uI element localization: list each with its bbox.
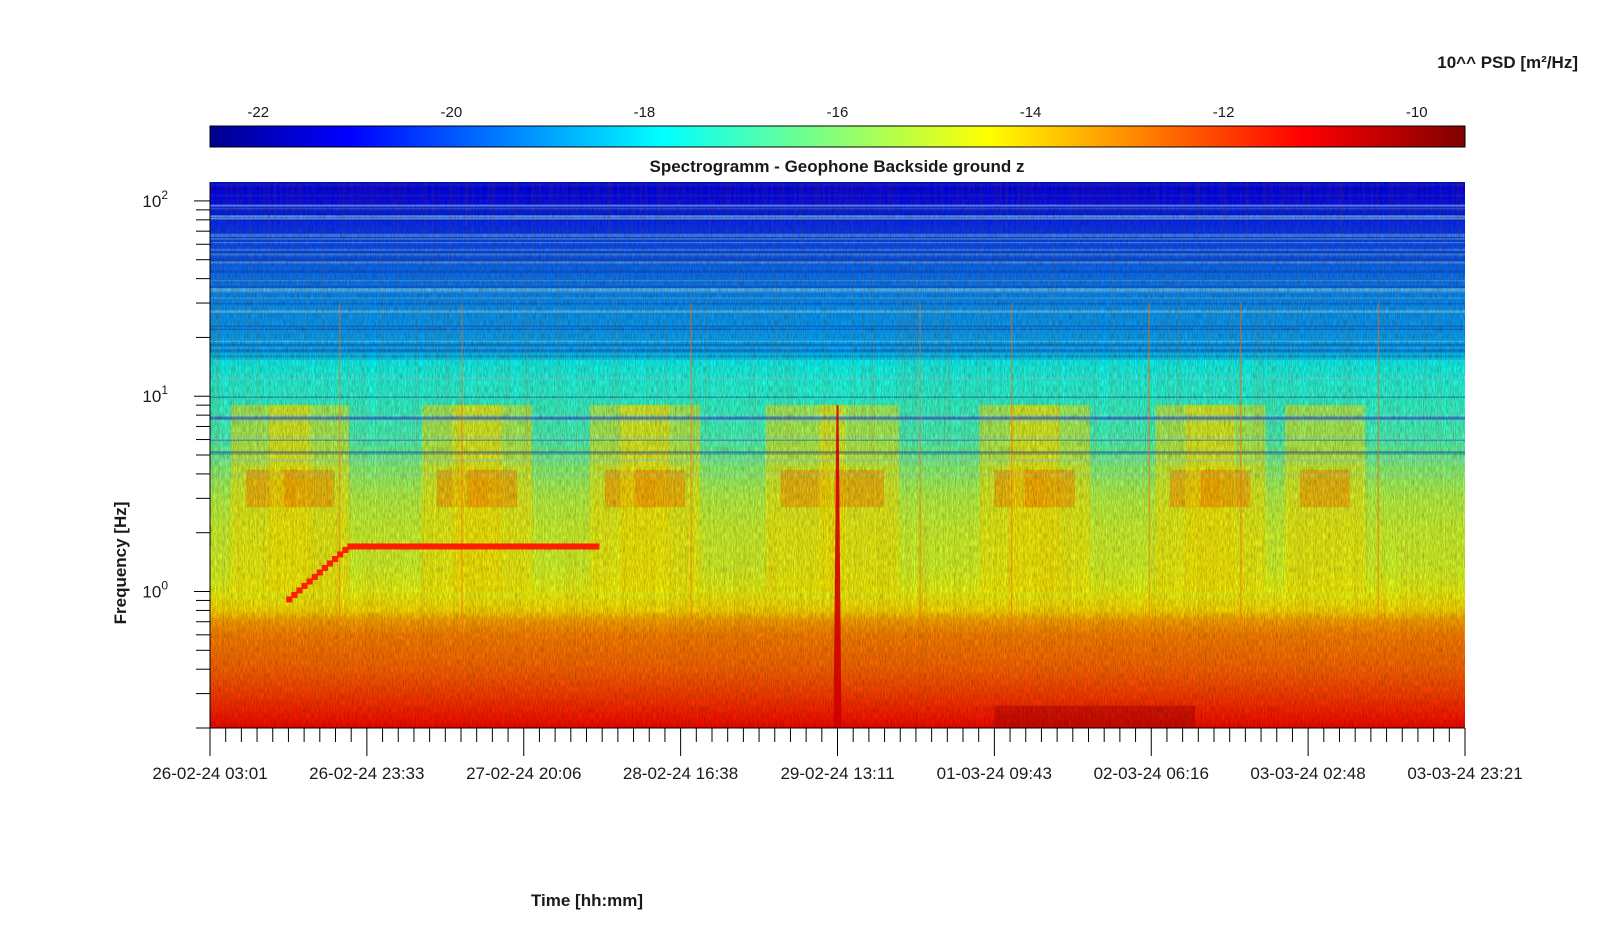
colorbar-tick-label: -18 (634, 104, 656, 121)
ramp-segment (326, 560, 334, 567)
x-tick-label: 03-03-24 23:21 (1407, 764, 1522, 783)
y-tick-label: 101 (142, 383, 168, 406)
colorbar-tick-label: -12 (1213, 104, 1235, 121)
y-tick-label: 100 (142, 579, 168, 602)
x-tick-label: 03-03-24 02:48 (1250, 764, 1365, 783)
x-tick-label: 01-03-24 09:43 (937, 764, 1052, 783)
ramp-segment (291, 591, 298, 598)
tone-line (347, 543, 600, 550)
y-axis: 100 101 102 (142, 182, 211, 729)
colorbar-tick-label: -20 (441, 104, 463, 121)
ramp-segment (342, 546, 349, 553)
x-tick-label: 26-02-24 03:01 (152, 764, 267, 783)
ramp-segment (321, 564, 328, 571)
plot-area (210, 182, 1465, 728)
ramp-segment (306, 578, 313, 585)
y-axis-label: Frequency [Hz] (111, 502, 130, 625)
ramp-segment (332, 555, 339, 562)
ramp-segment (316, 569, 323, 576)
y-tick-label: 102 (142, 188, 168, 211)
x-tick-label: 29-02-24 13:11 (780, 764, 894, 783)
ramp-segment (296, 587, 303, 594)
event-spike (833, 405, 842, 728)
ramp-segment (286, 596, 293, 603)
chart-title: Spectrogramm - Geophone Backside ground … (649, 157, 1024, 176)
colorbar-tick-label: -10 (1406, 104, 1428, 121)
colorbar (209, 125, 1466, 148)
x-tick-label: 27-02-24 20:06 (466, 764, 581, 783)
x-axis: 26-02-24 03:01 26-02-24 23:33 27-02-24 20:… (152, 727, 1523, 783)
x-tick-label: 02-03-24 06:16 (1094, 764, 1209, 783)
features (286, 405, 842, 728)
ramp-segment (337, 551, 344, 558)
x-axis-label: Time [hh:mm] (531, 891, 643, 910)
colorbar-tick-label: -16 (827, 104, 849, 121)
colorbar-tick-label: -14 (1020, 104, 1042, 121)
x-tick-label: 26-02-24 23:33 (309, 764, 424, 783)
spikes (339, 303, 1379, 622)
colorbar-label: 10^^ PSD [m²/Hz] (1437, 53, 1578, 72)
ramp-segment (311, 573, 318, 580)
colorbar-tick-label: -22 (247, 104, 269, 121)
x-tick-label: 28-02-24 16:38 (623, 764, 738, 783)
ramp-segment (301, 582, 308, 589)
